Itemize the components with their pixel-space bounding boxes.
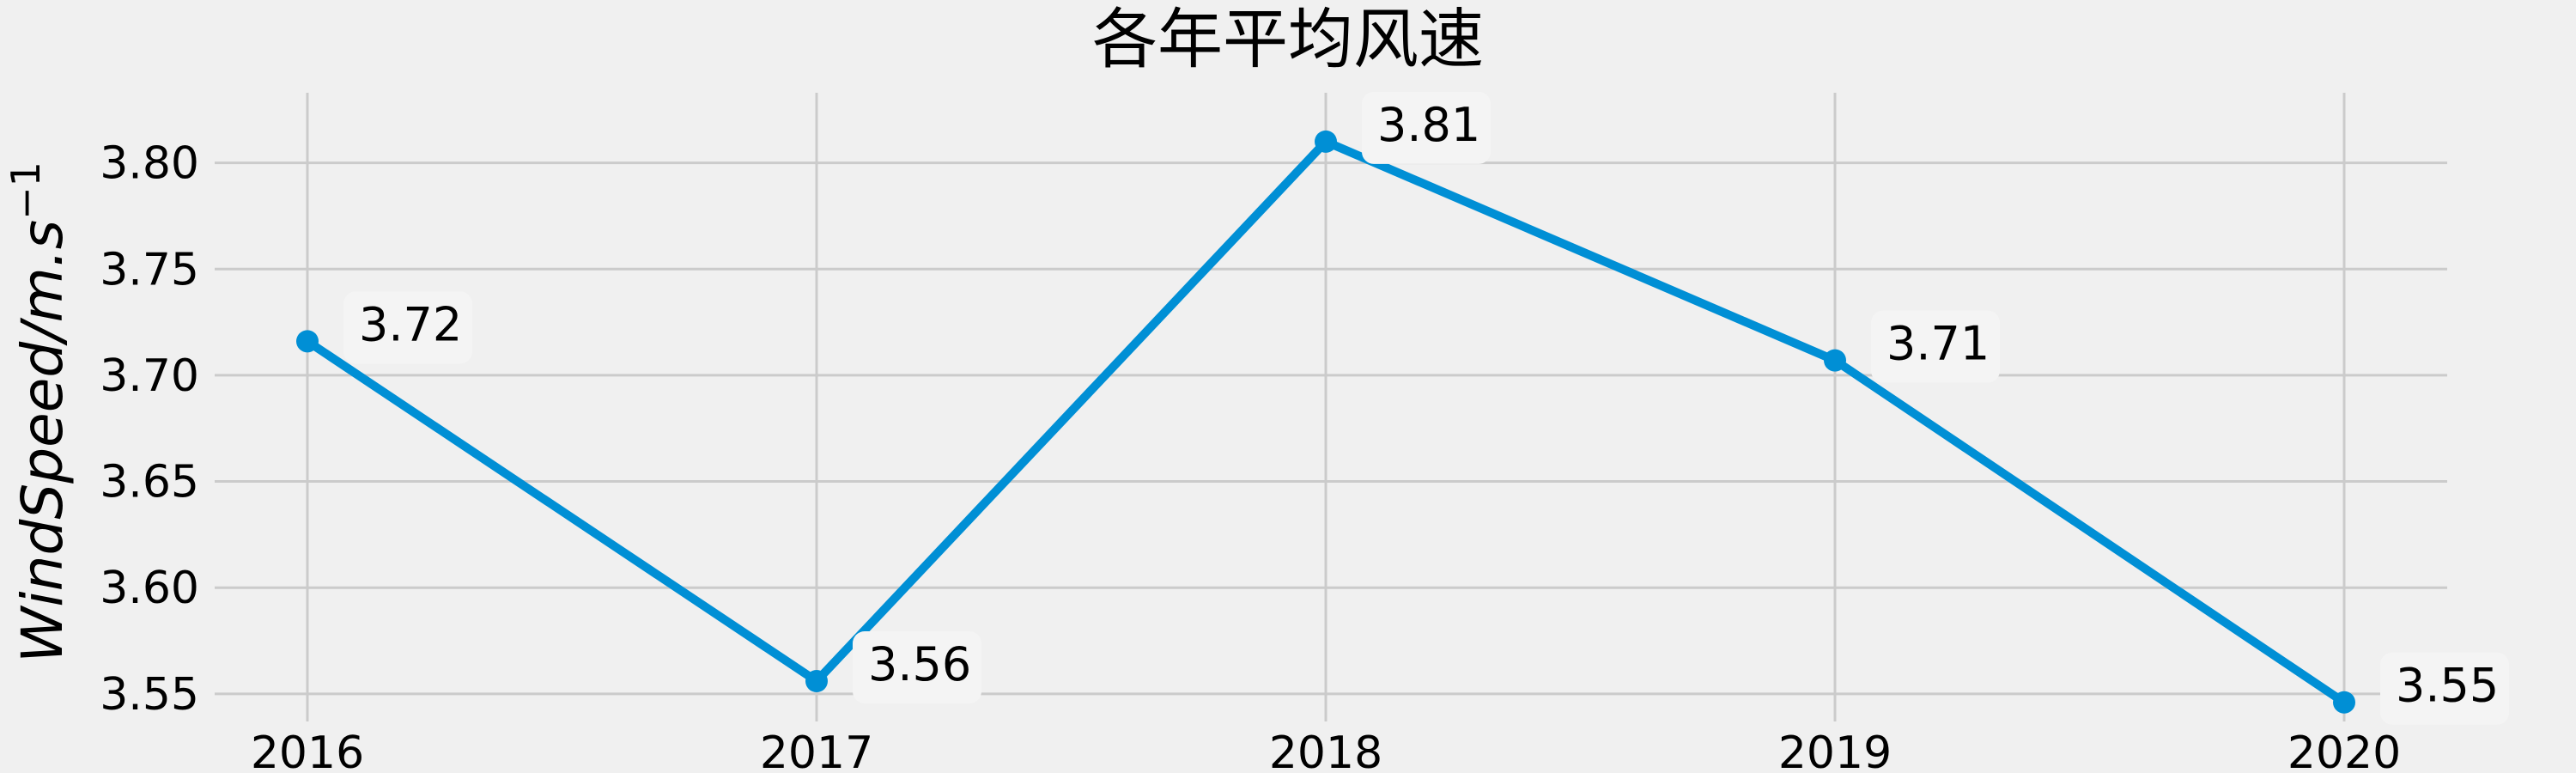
y-tick-label: 3.60	[100, 563, 199, 614]
data-label-box	[343, 291, 472, 364]
data-label: 3.72	[359, 297, 462, 351]
x-tick-label: 2020	[2287, 727, 2401, 773]
y-axis-label-main: WindSpeed/m.s	[9, 220, 76, 663]
x-tick-label: 2019	[1778, 727, 1892, 773]
y-axis-label-exponent: −1	[3, 161, 49, 220]
data-point	[296, 330, 319, 353]
series-layer	[296, 130, 2355, 714]
data-point	[805, 670, 828, 693]
x-tick-label: 2017	[760, 727, 873, 773]
data-point	[2333, 691, 2355, 714]
data-label-box	[2380, 652, 2509, 725]
data-label: 3.71	[1886, 317, 1990, 371]
data-label-layer: 3.72 3.56 3.81 3.71 3.55	[343, 91, 2509, 725]
y-tick-label: 3.55	[100, 669, 199, 721]
x-tick-label: 2016	[251, 727, 364, 773]
y-tick-label: 3.70	[100, 350, 199, 402]
data-label-box	[1362, 91, 1491, 164]
data-point	[1824, 349, 1846, 372]
y-tick-label: 3.75	[100, 244, 199, 295]
data-point	[1315, 130, 1337, 153]
y-tick-label: 3.65	[100, 457, 199, 508]
y-tick-label: 3.80	[100, 138, 199, 190]
data-label: 3.56	[868, 637, 971, 691]
data-label-box	[1871, 310, 2000, 383]
grid-layer	[215, 93, 2447, 721]
y-axis-label: WindSpeed/m.s−1	[3, 161, 76, 663]
data-label-box	[853, 631, 981, 704]
data-label: 3.55	[2396, 659, 2499, 713]
axis-layer: 3.55 3.60 3.65 3.70 3.75 3.80 2016 2017 2018 2019…	[100, 138, 2401, 773]
data-label: 3.81	[1377, 98, 1480, 152]
x-tick-label: 2018	[1269, 727, 1382, 773]
chart-title: 各年平均风速	[1092, 1, 1484, 77]
